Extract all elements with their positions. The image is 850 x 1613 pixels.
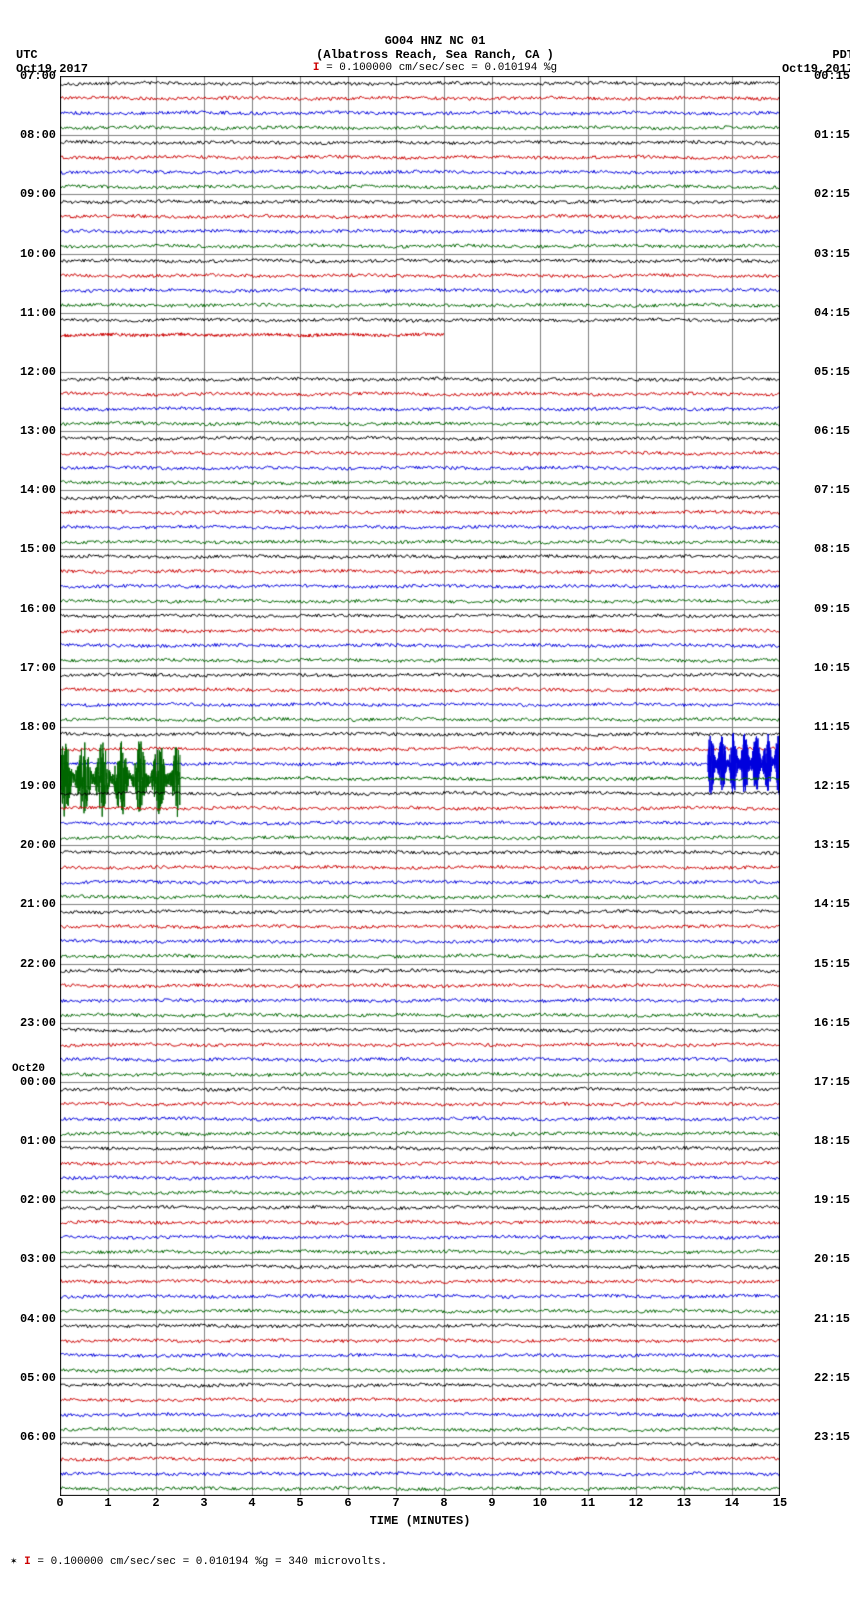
pdt-hour-label: 16:15 (814, 1016, 850, 1030)
x-tick: 2 (152, 1496, 159, 1510)
pdt-hour-label: 22:15 (814, 1371, 850, 1385)
utc-hour-label: 23:00 (12, 1016, 56, 1030)
pdt-hour-label: 01:15 (814, 128, 850, 142)
utc-hour-label: 17:00 (12, 661, 56, 675)
pdt-hour-label: 11:15 (814, 720, 850, 734)
utc-hour-label: 12:00 (12, 365, 56, 379)
x-axis: TIME (MINUTES) 0123456789101112131415 (60, 1496, 780, 1532)
pdt-hour-label: 20:15 (814, 1252, 850, 1266)
pdt-hour-label: 19:15 (814, 1193, 850, 1207)
pdt-hour-label: 23:15 (814, 1430, 850, 1444)
pdt-hour-label: 17:15 (814, 1075, 850, 1089)
pdt-hour-label: 04:15 (814, 306, 850, 320)
footer-scale: ✶ I = 0.100000 cm/sec/sec = 0.010194 %g … (10, 1556, 850, 1568)
utc-hour-label: 22:00 (12, 957, 56, 971)
utc-hour-label: 09:00 (12, 187, 56, 201)
pdt-hour-label: 21:15 (814, 1312, 850, 1326)
utc-hour-label: 11:00 (12, 306, 56, 320)
utc-hour-label: 01:00 (12, 1134, 56, 1148)
x-tick: 12 (629, 1496, 643, 1510)
utc-hour-label: 07:00 (12, 69, 56, 83)
utc-hour-label: 10:00 (12, 247, 56, 261)
x-tick: 15 (773, 1496, 787, 1510)
utc-hour-label: 08:00 (12, 128, 56, 142)
pdt-hour-label: 15:15 (814, 957, 850, 971)
scale-line: I = 0.100000 cm/sec/sec = 0.010194 %g (10, 62, 850, 74)
x-tick: 9 (488, 1496, 495, 1510)
utc-hour-label: 00:00 (12, 1075, 56, 1089)
utc-hour-label: 15:00 (12, 542, 56, 556)
utc-hour-label: 13:00 (12, 424, 56, 438)
x-tick: 7 (392, 1496, 399, 1510)
pdt-hour-label: 14:15 (814, 897, 850, 911)
pdt-label: PDT (782, 48, 850, 62)
utc-label: UTC (16, 48, 88, 62)
x-tick: 14 (725, 1496, 739, 1510)
pdt-hour-label: 18:15 (814, 1134, 850, 1148)
utc-hour-label: 21:00 (12, 897, 56, 911)
pdt-hour-label: 05:15 (814, 365, 850, 379)
x-tick: 0 (56, 1496, 63, 1510)
x-tick: 4 (248, 1496, 255, 1510)
x-axis-label: TIME (MINUTES) (60, 1514, 780, 1528)
pdt-hour-label: 00:15 (814, 69, 850, 83)
utc-hour-label: 06:00 (12, 1430, 56, 1444)
station-code: GO04 HNZ NC 01 (10, 10, 850, 48)
x-tick: 13 (677, 1496, 691, 1510)
utc-hour-label: 03:00 (12, 1252, 56, 1266)
utc-hour-label: 02:00 (12, 1193, 56, 1207)
x-tick: 5 (296, 1496, 303, 1510)
x-tick: 6 (344, 1496, 351, 1510)
pdt-hour-label: 12:15 (814, 779, 850, 793)
utc-hour-label: 20:00 (12, 838, 56, 852)
pdt-hour-label: 08:15 (814, 542, 850, 556)
pdt-hour-label: 03:15 (814, 247, 850, 261)
pdt-hour-label: 10:15 (814, 661, 850, 675)
header: UTC Oct19,2017 GO04 HNZ NC 01 (Albatross… (10, 10, 850, 76)
utc-hour-label: 19:00 (12, 779, 56, 793)
x-tick: 10 (533, 1496, 547, 1510)
pdt-hour-label: 07:15 (814, 483, 850, 497)
utc-hour-label: 14:00 (12, 483, 56, 497)
utc-hour-label: 04:00 (12, 1312, 56, 1326)
x-tick: 8 (440, 1496, 447, 1510)
day-break-label: Oct20 (12, 1063, 45, 1075)
pdt-hour-label: 06:15 (814, 424, 850, 438)
x-tick: 11 (581, 1496, 595, 1510)
utc-hour-label: 16:00 (12, 602, 56, 616)
x-tick: 1 (104, 1496, 111, 1510)
x-tick: 3 (200, 1496, 207, 1510)
utc-hour-label: 18:00 (12, 720, 56, 734)
pdt-hour-label: 09:15 (814, 602, 850, 616)
helicorder-plot: 07:0000:1508:0001:1509:0002:1510:0003:15… (60, 76, 810, 1496)
station-location: (Albatross Reach, Sea Ranch, CA ) (10, 48, 850, 62)
pdt-hour-label: 02:15 (814, 187, 850, 201)
utc-hour-label: 05:00 (12, 1371, 56, 1385)
pdt-hour-label: 13:15 (814, 838, 850, 852)
